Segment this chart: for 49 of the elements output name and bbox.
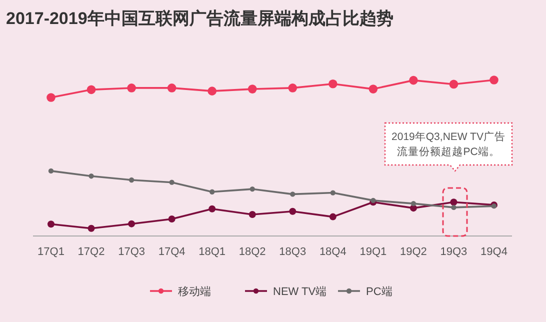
point: [86, 85, 96, 94]
point: [368, 84, 378, 94]
point: [328, 80, 338, 88]
x-tick-label: 18Q4: [319, 246, 346, 258]
point: [451, 204, 456, 210]
point: [409, 76, 418, 85]
legend-label: 移动端: [178, 285, 211, 298]
x-tick-label: 18Q2: [238, 246, 266, 258]
point: [128, 177, 134, 183]
point: [248, 84, 257, 94]
point: [290, 192, 296, 197]
point: [48, 168, 54, 174]
point: [289, 208, 296, 215]
point: [250, 186, 255, 192]
point: [288, 84, 298, 92]
point: [450, 198, 458, 206]
point: [88, 173, 94, 179]
legend-label: PC端: [366, 285, 392, 298]
x-tick-label: 19Q2: [400, 246, 427, 258]
point: [88, 224, 95, 232]
point: [248, 210, 256, 218]
point: [127, 84, 136, 92]
x-tick-label: 17Q1: [38, 246, 64, 258]
x-tick-label: 18Q3: [279, 246, 306, 258]
x-tick-label: 17Q2: [78, 246, 105, 258]
x-tick-label: 19Q1: [360, 246, 387, 258]
annotation: 2019年Q3,NEW TV广告流量份额超越PC端。: [392, 130, 506, 158]
point: [48, 220, 54, 228]
point: [330, 190, 336, 196]
point: [169, 180, 174, 185]
point: [370, 198, 376, 204]
point: [208, 205, 216, 212]
point: [449, 80, 458, 89]
point: [410, 200, 416, 206]
x-tick-label: 17Q4: [158, 246, 186, 258]
x-tick-label: 19Q4: [480, 246, 508, 258]
point: [209, 189, 215, 194]
legend-label: NEW TV端: [273, 285, 327, 298]
chart-title: 2017-2019年中国互联网广告流量屏端构成占比趋势: [6, 9, 394, 28]
x-tick-label: 19Q3: [440, 246, 468, 258]
point: [128, 220, 136, 228]
x-tick-label: 18Q1: [198, 246, 226, 258]
point: [46, 93, 56, 102]
point: [208, 86, 216, 96]
point: [168, 215, 176, 222]
point: [329, 213, 336, 220]
x-tick-label: 17Q3: [118, 246, 146, 258]
point: [490, 76, 498, 84]
point: [167, 84, 176, 92]
